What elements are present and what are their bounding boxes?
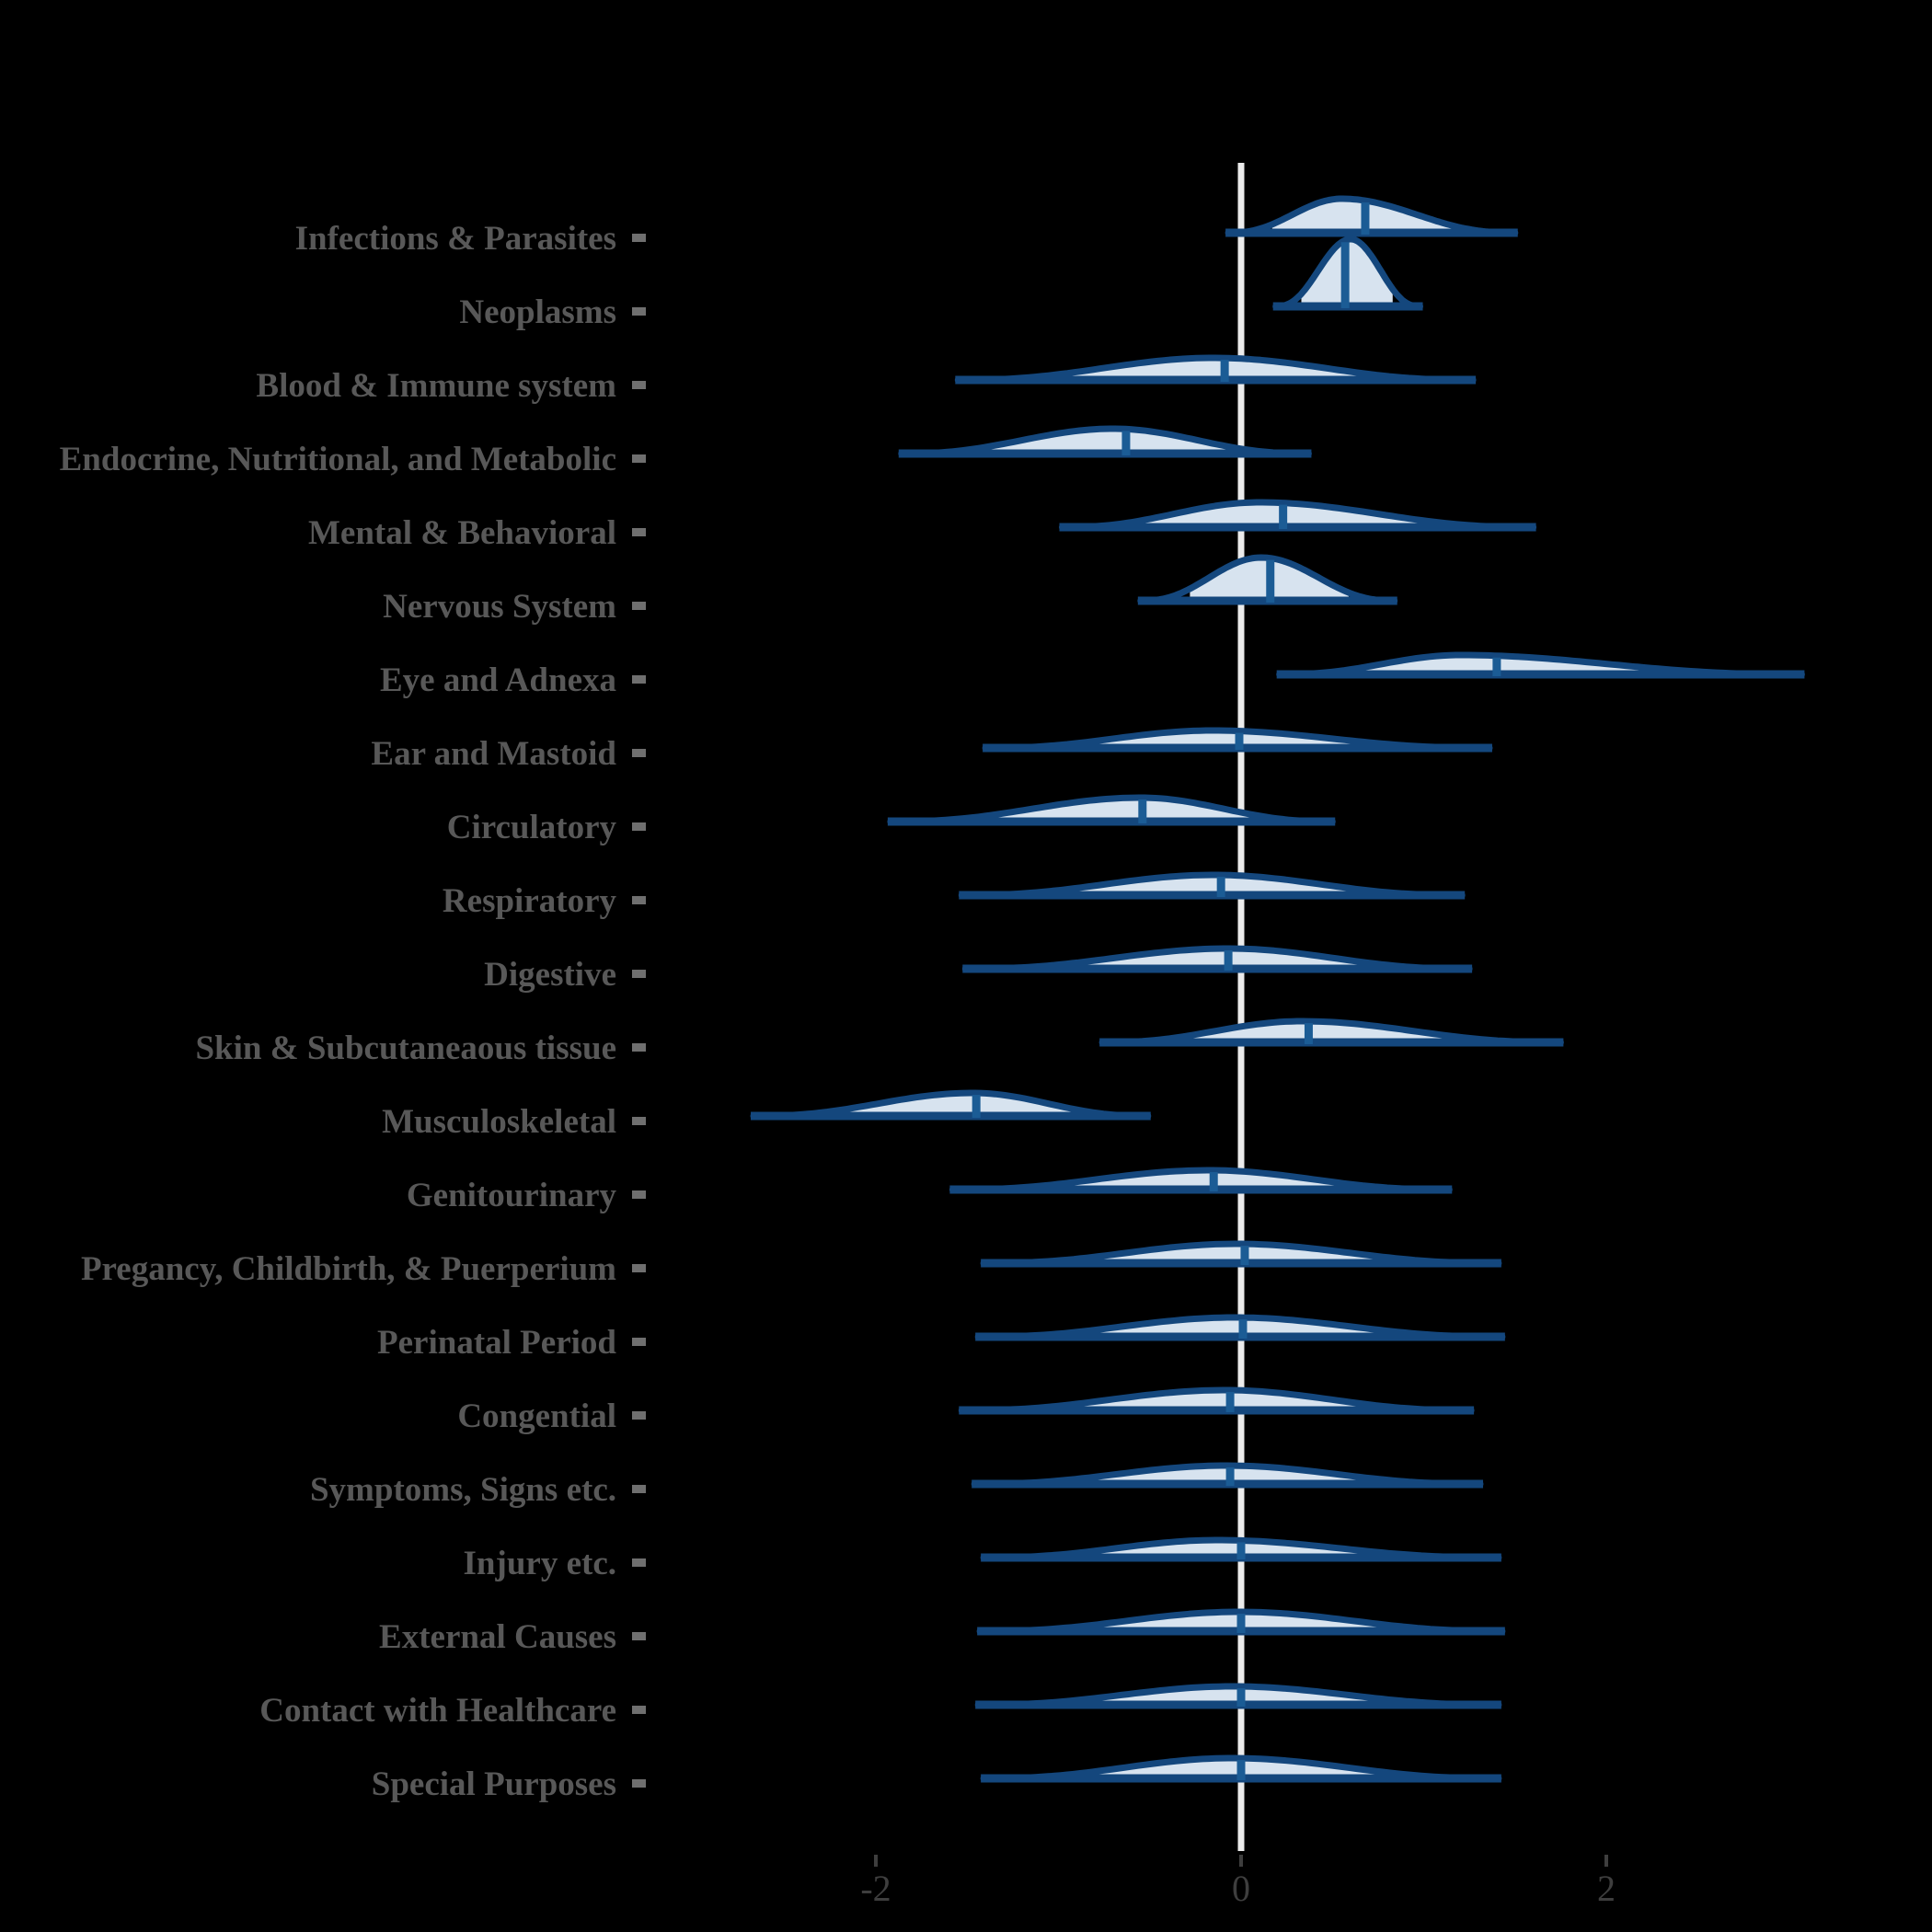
violin-row-circulatory: Circulatory xyxy=(447,794,1336,846)
category-label: Genitourinary xyxy=(407,1177,617,1214)
category-tick-mark xyxy=(632,1043,646,1052)
category-tick-mark xyxy=(632,602,646,610)
violin-row-endocrine-nutritional-and-metabolic: Endocrine, Nutritional, and Metabolic xyxy=(60,425,1312,478)
category-label: Symptoms, Signs etc. xyxy=(310,1471,616,1509)
category-tick-mark xyxy=(632,454,646,463)
category-tick-mark xyxy=(632,307,646,316)
category-tick-mark xyxy=(632,1264,646,1272)
violin-row-congential: Congential xyxy=(457,1386,1475,1435)
violin-row-pregancy-childbirth-puerperium: Pregancy, Childbirth, & Puerperium xyxy=(81,1240,1502,1288)
category-tick-mark xyxy=(632,1558,646,1567)
category-label: Musculoskeletal xyxy=(382,1103,616,1141)
category-label: Nervous System xyxy=(383,588,616,626)
x-axis-tick-2 xyxy=(1604,1855,1608,1867)
category-tick-mark xyxy=(632,1485,646,1493)
category-label: Skin & Subcutaneaous tissue xyxy=(195,1029,616,1067)
category-tick-mark xyxy=(632,1338,646,1346)
category-label: Respiratory xyxy=(443,882,617,920)
violin-fill xyxy=(989,798,1271,822)
category-tick-mark xyxy=(632,381,646,389)
category-tick-mark xyxy=(632,1190,646,1199)
category-tick-mark xyxy=(632,1632,646,1640)
category-label: Eye and Adnexa xyxy=(380,661,616,699)
category-tick-mark xyxy=(632,970,646,978)
violin-outline xyxy=(1272,236,1423,310)
violin-row-special-purposes: Special Purposes xyxy=(372,1754,1502,1803)
violin-row-eye-and-adnexa: Eye and Adnexa xyxy=(380,651,1805,699)
violin-fill xyxy=(1080,1244,1398,1263)
category-tick-mark xyxy=(632,1117,646,1125)
category-label: External Causes xyxy=(379,1618,616,1656)
violin-rows-layer: Infections & Parasites Neoplasms Blood & I… xyxy=(60,195,1805,1803)
violin-row-contact-with-healthcare: Contact with Healthcare xyxy=(259,1683,1502,1730)
category-tick-mark xyxy=(632,749,646,757)
category-label: Congential xyxy=(457,1397,616,1435)
category-tick-mark xyxy=(632,1706,646,1714)
category-label: Digestive xyxy=(484,956,616,994)
violin-row-neoplasms: Neoplasms xyxy=(459,236,1423,331)
violin-fill xyxy=(1076,1758,1397,1778)
violin-row-skin-subcutaneaous-tissue: Skin & Subcutaneaous tissue xyxy=(195,1018,1564,1067)
category-label: Circulatory xyxy=(447,809,617,846)
category-tick-mark xyxy=(632,675,646,684)
violin-row-infections-parasites: Infections & Parasites xyxy=(295,195,1519,258)
category-label: Pregancy, Childbirth, & Puerperium xyxy=(81,1250,616,1288)
category-label: Perinatal Period xyxy=(377,1324,616,1362)
violin-row-external-causes: External Causes xyxy=(379,1608,1506,1656)
violin-row-respiratory: Respiratory xyxy=(443,871,1466,920)
x-axis-tick--2 xyxy=(874,1855,878,1867)
x-axis-layer: -2 0 2 xyxy=(860,1855,1616,1909)
x-axis-tick-label--2: -2 xyxy=(860,1868,891,1909)
category-label: Neoplasms xyxy=(459,293,616,331)
category-label: Ear and Mastoid xyxy=(371,735,616,773)
violin-fill xyxy=(985,429,1241,454)
category-label: Contact with Healthcare xyxy=(259,1692,616,1730)
category-label: Infections & Parasites xyxy=(295,220,616,258)
category-tick-mark xyxy=(632,896,646,904)
category-label: Endocrine, Nutritional, and Metabolic xyxy=(60,441,616,478)
violin-row-digestive: Digestive xyxy=(484,945,1473,994)
category-label: Injury etc. xyxy=(464,1545,616,1582)
category-label: Special Purposes xyxy=(372,1765,616,1803)
category-tick-mark xyxy=(632,528,646,536)
violin-outline xyxy=(1137,554,1398,604)
violin-row-mental-behavioral: Mental & Behavioral xyxy=(308,499,1537,552)
category-tick-mark xyxy=(632,1779,646,1788)
violin-row-musculoskeletal: Musculoskeletal xyxy=(382,1089,1152,1141)
violin-row-genitourinary: Genitourinary xyxy=(407,1167,1453,1214)
category-label: Mental & Behavioral xyxy=(308,514,616,552)
violin-fill xyxy=(837,1093,1094,1116)
x-axis-tick-label-0: 0 xyxy=(1232,1868,1250,1909)
violin-row-nervous-system: Nervous System xyxy=(383,554,1398,626)
category-tick-mark xyxy=(632,1411,646,1420)
x-axis-tick-label-2: 2 xyxy=(1597,1868,1616,1909)
violin-row-perinatal-period: Perinatal Period xyxy=(377,1314,1506,1362)
violin-row-blood-immune-system: Blood & Immune system xyxy=(256,354,1477,405)
category-tick-mark xyxy=(632,234,646,242)
violin-row-ear-and-mastoid: Ear and Mastoid xyxy=(371,727,1493,773)
category-label: Blood & Immune system xyxy=(256,367,616,405)
x-axis-tick-0 xyxy=(1239,1855,1243,1867)
category-tick-mark xyxy=(632,822,646,831)
violin-row-injury-etc: Injury etc. xyxy=(464,1536,1502,1582)
violin-row-symptoms-signs-etc: Symptoms, Signs etc. xyxy=(310,1462,1484,1509)
